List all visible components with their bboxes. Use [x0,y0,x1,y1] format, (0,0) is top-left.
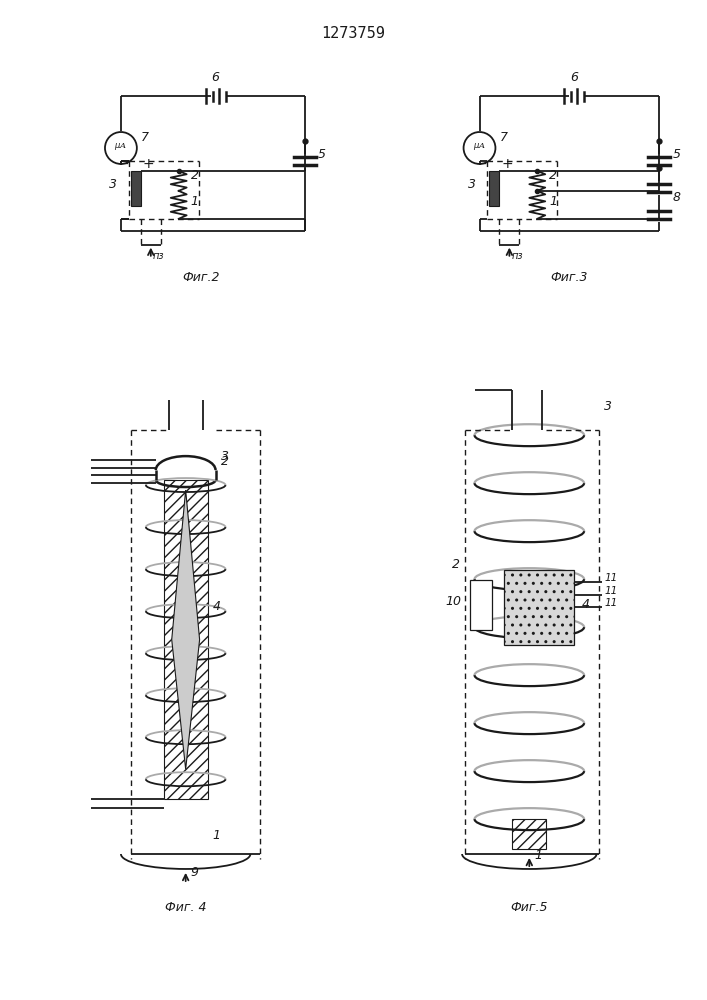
Text: 11: 11 [604,573,617,583]
Text: 11: 11 [604,586,617,596]
Text: пз: пз [511,251,523,261]
Circle shape [464,132,496,164]
Bar [489,171,499,206]
Text: 3: 3 [604,400,612,413]
Text: Фиг.3: Фиг.3 [550,271,588,284]
Text: 6: 6 [570,71,578,84]
Text: пз: пз [153,251,164,261]
Text: 2: 2 [452,558,460,571]
Circle shape [105,132,137,164]
Text: 1: 1 [191,195,199,208]
Text: 2: 2 [221,455,228,468]
Text: $\mu$A: $\mu$A [473,141,486,152]
Text: −: − [117,157,129,171]
Text: 3: 3 [467,178,476,191]
Text: −: − [476,157,487,171]
Text: +: + [143,157,155,171]
Text: Фиг.2: Фиг.2 [182,271,219,284]
Text: 1: 1 [213,829,221,842]
Text: 1273759: 1273759 [321,26,385,41]
Text: 7: 7 [141,131,149,144]
Bar [513,819,547,849]
Text: 1: 1 [549,195,557,208]
Text: +: + [501,157,513,171]
Bar [164,480,208,799]
Text: 2: 2 [191,169,199,182]
Text: $\mu$A: $\mu$A [115,141,127,152]
Text: 4: 4 [213,600,221,613]
Text: 9: 9 [191,866,199,879]
Text: 8: 8 [673,191,681,204]
Text: 1: 1 [534,849,542,862]
Text: 3: 3 [109,178,117,191]
Text: 5: 5 [318,148,326,161]
Bar [504,570,574,645]
Text: 10: 10 [445,595,462,608]
Text: 7: 7 [499,131,508,144]
Text: 6: 6 [211,71,220,84]
Bar [469,580,493,630]
Polygon shape [172,490,199,769]
Text: Фиг. 4: Фиг. 4 [165,901,206,914]
Text: 5: 5 [673,148,681,161]
Bar [131,171,141,206]
Text: 3: 3 [221,450,228,463]
Text: 11: 11 [604,598,617,608]
Text: Фиг.5: Фиг.5 [510,901,548,914]
Text: 4: 4 [582,598,590,611]
Text: 2: 2 [549,169,557,182]
